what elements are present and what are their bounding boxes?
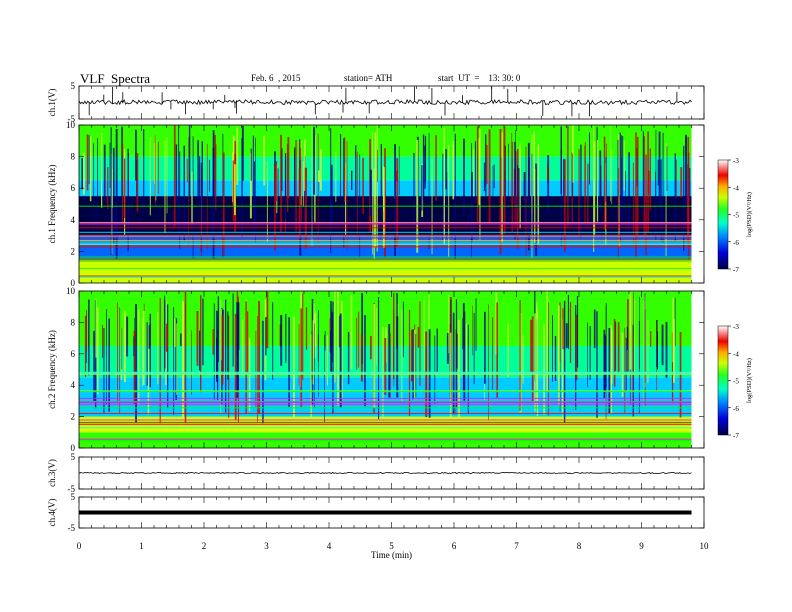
x-tick-label: 3 bbox=[264, 541, 269, 551]
x-tick-label: 0 bbox=[77, 541, 82, 551]
y-tick-label: 5 bbox=[71, 492, 76, 502]
y-tick-label: 2 bbox=[71, 412, 76, 422]
ch4-waveform-ylabel: ch.4(V) bbox=[47, 499, 57, 527]
start-time-label: start UT = 13: 30: 0 bbox=[438, 73, 521, 83]
y-tick-label: 5 bbox=[71, 81, 76, 91]
ch1-spectrogram-panel: 0 2 4 6 8 10 ch.1 Frequency (kHz) bbox=[47, 120, 705, 288]
ch1-waveform-ylabel: ch.1(V) bbox=[47, 89, 57, 117]
colorbar-tick-label: -5 bbox=[733, 378, 739, 386]
ch3-waveform-ylabel: ch.3(V) bbox=[47, 459, 57, 487]
y-tick-label: 8 bbox=[71, 152, 76, 162]
colorbar-tick-label: -3 bbox=[733, 157, 739, 165]
ch2-spectrogram-panel: 0 2 4 6 8 10 ch.2 Frequency (kHz) bbox=[47, 286, 705, 453]
ch2-spectrogram-streaks bbox=[79, 291, 692, 441]
chart-title: VLF Spectra bbox=[80, 71, 151, 86]
ch4-waveform-panel: 5 -5 ch.4(V) bbox=[47, 492, 705, 533]
x-tick-label: 9 bbox=[639, 541, 644, 551]
y-tick-label: 2 bbox=[71, 246, 76, 256]
y-tick-label: 0 bbox=[71, 443, 76, 453]
ch3-waveform-trace bbox=[78, 471, 692, 475]
x-tick-label: 5 bbox=[389, 541, 394, 551]
ch2-spectrogram-ylabel: ch.2 Frequency (kHz) bbox=[47, 330, 57, 409]
y-tick-label: 8 bbox=[71, 317, 76, 327]
y-tick-label: -5 bbox=[68, 114, 76, 124]
ch1-spectrogram-colorbar bbox=[717, 159, 729, 270]
y-tick-label: 5 bbox=[71, 452, 76, 462]
ch1-spectrogram-ylabel: ch.1 Frequency (kHz) bbox=[47, 165, 57, 244]
colorbar-tick-label: -7 bbox=[733, 266, 739, 274]
x-tick-label: 7 bbox=[514, 541, 519, 551]
colorbar-tick-label: -6 bbox=[733, 405, 739, 413]
station-label: station= ATH bbox=[344, 73, 393, 83]
x-tick-label: 2 bbox=[202, 541, 207, 551]
ch1-spectrogram-band bbox=[79, 259, 692, 283]
x-tick-label: 4 bbox=[327, 541, 332, 551]
colorbar-tick-label: -4 bbox=[733, 350, 739, 358]
date-label: Feb. 6 , 2015 bbox=[251, 73, 301, 83]
ch1-spectrogram-streaks bbox=[79, 125, 692, 278]
colorbar-tick-label: -5 bbox=[733, 212, 739, 220]
y-tick-label: 6 bbox=[71, 183, 76, 193]
ch1-waveform-panel: 5 -5 ch.1(V) bbox=[47, 81, 705, 124]
x-tick-label: 1 bbox=[139, 541, 144, 551]
x-tick-label: 8 bbox=[577, 541, 582, 551]
colorbar-tick-label: -7 bbox=[733, 432, 739, 440]
y-tick-label: -5 bbox=[68, 523, 76, 533]
y-tick-label: 0 bbox=[71, 278, 76, 288]
y-tick-label: -5 bbox=[68, 484, 76, 494]
x-tick-label: 6 bbox=[452, 541, 457, 551]
colorbar-tick-label: -4 bbox=[733, 184, 739, 192]
colorbar-tick-label: -3 bbox=[733, 323, 739, 331]
y-tick-label: 6 bbox=[71, 349, 76, 359]
ch2-spectrogram-colorbar bbox=[717, 325, 729, 436]
y-tick-label: 4 bbox=[71, 215, 76, 225]
y-tick-label: 10 bbox=[66, 286, 76, 296]
colorbar-tick-label: -6 bbox=[733, 239, 739, 247]
y-tick-label: 4 bbox=[71, 380, 76, 390]
y-tick-label: 10 bbox=[66, 120, 76, 130]
ch1-waveform-trace bbox=[78, 86, 692, 117]
ch3-waveform-panel: 5 -5 ch.3(V) bbox=[47, 452, 705, 494]
colorbar-label: log(PSD)(V²/Hz) bbox=[746, 358, 753, 403]
x-tick-label: 10 bbox=[700, 541, 710, 551]
colorbar-label: log(PSD)(V²/Hz) bbox=[746, 192, 753, 237]
x-axis-label: Time (min) bbox=[371, 550, 412, 560]
